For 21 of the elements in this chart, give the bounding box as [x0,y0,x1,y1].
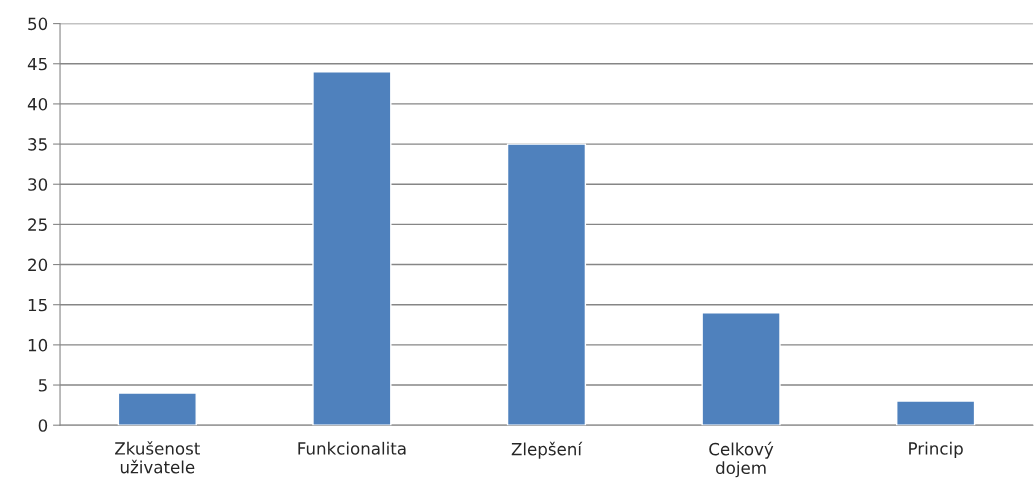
y-tick-label: 5 [38,379,47,392]
y-tick-label: 0 [38,419,48,432]
y-tick-label: 50 [28,17,48,31]
y-tick-label: 40 [27,97,48,111]
y-tick-label: 10 [28,338,48,352]
x-tick-label: Funkcionalita [298,441,406,455]
x-tick-label: Celkový dojem [709,441,774,478]
y-tick-label: 25 [28,218,47,231]
x-tick-label: Princip [909,441,963,458]
y-tick-label: 30 [28,178,48,191]
bar [701,312,781,426]
bar [506,143,587,426]
y-tick-label: 45 [27,57,47,71]
bar [896,400,976,426]
y-tick-label: 35 [28,138,47,151]
x-tick-label: Zkušenost uživatele [115,441,200,474]
x-tick-label: Zlepšení [511,441,583,459]
y-tick-label: 15 [28,298,47,312]
bar [312,71,392,426]
y-tick-label: 20 [28,258,48,272]
bar [117,392,197,426]
